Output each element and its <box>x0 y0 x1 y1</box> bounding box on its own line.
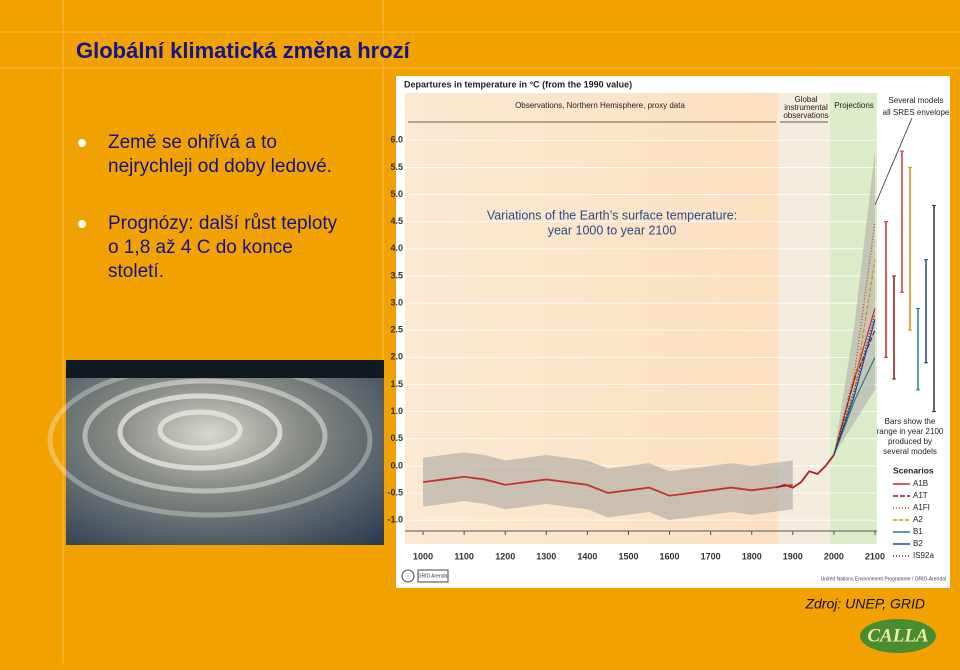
x-tick-label: 1200 <box>495 551 515 561</box>
legend: A1B A1T A1FI A2 B1 B2 IS92a <box>893 479 934 560</box>
x-tick-label: 2000 <box>824 551 844 561</box>
y-tick-label: 2.0 <box>390 352 403 362</box>
x-tick-label: 2100 <box>865 551 885 561</box>
bullet-text: Země se ohřívá a to <box>108 132 277 153</box>
y-tick-label: 6.0 <box>390 135 403 145</box>
satellite-photo <box>47 360 384 545</box>
legend-label: A1T <box>913 491 928 500</box>
section-label: all SRES envelope <box>883 108 950 117</box>
y-tick-label: 4.0 <box>390 243 403 253</box>
scenario-line <box>833 221 876 456</box>
y-tick-label: 5.5 <box>390 162 403 172</box>
x-tick-label: 1600 <box>660 551 680 561</box>
legend-label: A1FI <box>913 503 930 512</box>
section-label: Projections <box>834 101 874 110</box>
legend-label: B2 <box>913 539 923 548</box>
section-label: observations <box>783 111 828 120</box>
y-tick-label: 1.5 <box>390 379 403 389</box>
instrumental-line <box>776 454 835 489</box>
y-tick-label: -0.5 <box>387 487 403 497</box>
overlay-title: year 1000 to year 2100 <box>548 223 677 237</box>
grid-logo: GRID Arendal <box>418 573 449 579</box>
x-tick-label: 1400 <box>577 551 597 561</box>
y-tick-label: 0.5 <box>390 433 403 443</box>
slide-title: Globální klimatická změna hrozí <box>76 38 411 63</box>
bars-note: produced by <box>888 437 932 446</box>
legend-label: B1 <box>913 527 923 536</box>
legend-label: A2 <box>913 515 923 524</box>
section-arrows <box>408 117 913 206</box>
chart-title: Departures in temperature in °C (from th… <box>404 79 632 89</box>
y-tick-label: -1.0 <box>387 515 403 525</box>
chart: Departures in temperature in °C (from th… <box>387 76 950 588</box>
x-tick-label: 1100 <box>454 551 474 561</box>
y-tick-label: 3.0 <box>390 297 403 307</box>
source: Zdroj: UNEP, GRID <box>804 596 925 612</box>
calla-logo: CALLA <box>860 619 936 653</box>
y-tick-label: 3.5 <box>390 270 403 280</box>
x-tick-label: 1700 <box>701 551 721 561</box>
bars-note: Bars show the <box>885 417 936 426</box>
x-tick-label: 1900 <box>783 551 803 561</box>
bullets: Země se ohřívá a to nejrychleji od doby l… <box>78 132 338 282</box>
bullet-dot <box>78 139 86 147</box>
x-tick-label: 1000 <box>413 551 433 561</box>
y-tick-label: 2.5 <box>390 325 403 335</box>
y-tick-label: 1.0 <box>390 406 403 416</box>
section-label: Global <box>794 95 817 104</box>
scenario-line <box>833 313 876 456</box>
section-label: Several models <box>888 96 943 105</box>
section-label: Observations, Northern Hemisphere, proxy… <box>515 101 685 110</box>
section-label: instrumental <box>784 103 828 112</box>
logo-text: CALLA <box>867 625 928 646</box>
y-tick-label: 4.5 <box>390 216 403 226</box>
bullet-text: o 1,8 až 4 C do konce <box>108 237 293 258</box>
proxy-uncertainty <box>423 452 793 521</box>
proxy-line <box>422 475 793 497</box>
overlay-title: Variations of the Earth’s surface temper… <box>487 208 737 222</box>
bullet-text: nejrychleji od doby ledové. <box>108 156 332 177</box>
x-tick-label: 1300 <box>536 551 556 561</box>
legend-title: Scenarios <box>893 465 934 475</box>
bars-note: several models <box>883 447 937 456</box>
x-tick-label: 1500 <box>618 551 638 561</box>
bullet-text: Prognózy: další růst teploty <box>108 213 338 234</box>
bullet-dot <box>78 220 86 228</box>
legend-label: IS92a <box>913 551 934 560</box>
y-tick-label: 0.0 <box>390 460 403 470</box>
scenario-line <box>833 259 876 456</box>
grid-logo-box <box>417 569 449 583</box>
legend-label: A1B <box>913 479 928 488</box>
x-tick-label: 1800 <box>742 551 762 561</box>
chart-footer: United Nations Environment Programme / G… <box>821 576 946 582</box>
bullet-text: století. <box>108 261 164 282</box>
unep-logo <box>401 569 415 583</box>
bars-note: range in year 2100 <box>877 427 944 436</box>
y-tick-label: 5.0 <box>390 189 403 199</box>
